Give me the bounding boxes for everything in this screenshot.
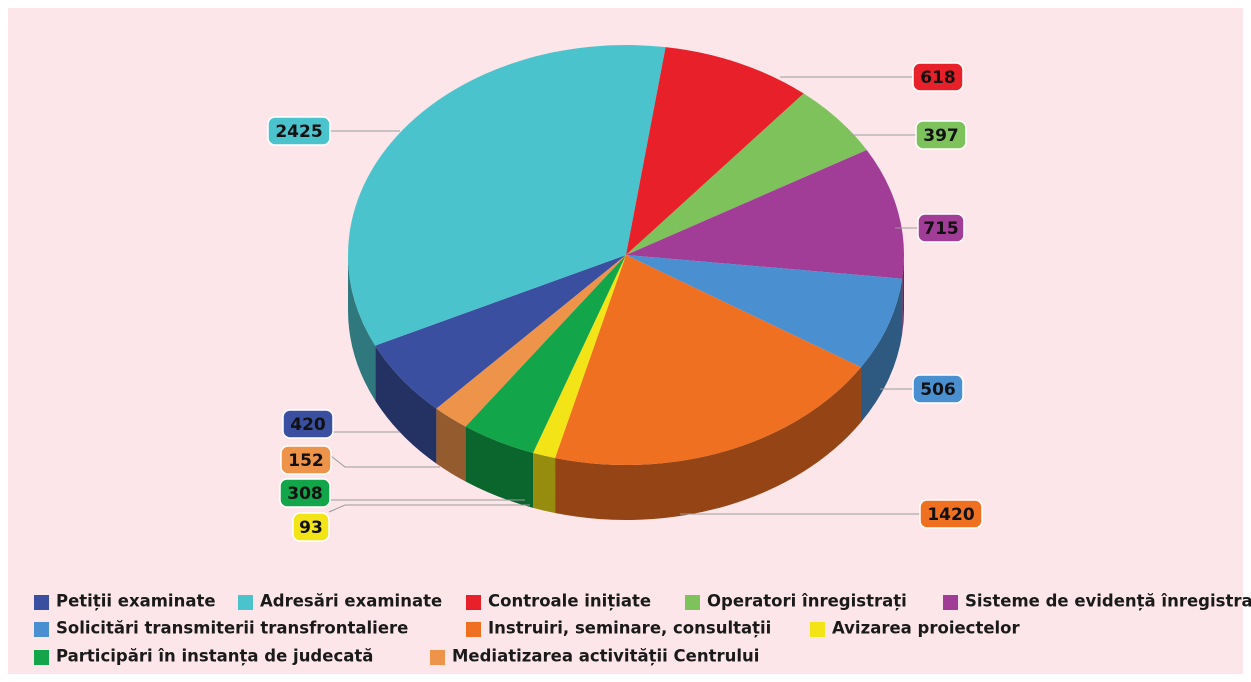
legend-label: Instruiri, seminare, consultații bbox=[488, 619, 771, 638]
slice bbox=[465, 255, 626, 453]
value-label-box bbox=[292, 512, 330, 542]
value-label-box bbox=[912, 62, 964, 92]
value-label-box bbox=[279, 478, 331, 508]
legend-label: Avizarea proiectelor bbox=[832, 619, 1021, 638]
value-label-box bbox=[912, 374, 964, 404]
slice-side bbox=[348, 255, 376, 401]
slice-side bbox=[902, 255, 904, 334]
legend-swatch bbox=[34, 650, 49, 665]
slice-side bbox=[860, 278, 903, 423]
slice bbox=[436, 255, 626, 427]
value-label: 2425 bbox=[275, 122, 322, 142]
value-label: 1420 bbox=[927, 505, 974, 525]
slice bbox=[375, 255, 626, 409]
legend-swatch bbox=[430, 650, 445, 665]
slice-side bbox=[375, 345, 437, 464]
slice bbox=[533, 255, 626, 459]
legend-label: Petiții examinate bbox=[56, 592, 216, 611]
slice bbox=[555, 255, 861, 466]
value-label: 506 bbox=[920, 380, 956, 400]
legend-label: Participări în instanța de judecată bbox=[56, 647, 373, 666]
leader-line bbox=[328, 504, 530, 513]
value-label-box bbox=[267, 116, 331, 146]
legend-swatch bbox=[685, 595, 700, 610]
value-label: 397 bbox=[923, 126, 959, 146]
value-label: 715 bbox=[923, 219, 959, 239]
value-label: 308 bbox=[287, 484, 323, 504]
legend-swatch bbox=[34, 622, 49, 637]
legend-swatch bbox=[238, 595, 253, 610]
legend-swatch bbox=[810, 622, 825, 637]
slice-side bbox=[555, 367, 861, 521]
value-label-box bbox=[919, 499, 983, 529]
leader-line bbox=[330, 455, 440, 468]
legend-swatch bbox=[466, 595, 481, 610]
legend-swatch bbox=[943, 595, 958, 610]
slice-side bbox=[436, 408, 466, 482]
legend-swatch bbox=[34, 595, 49, 610]
slice bbox=[626, 47, 804, 256]
value-label: 152 bbox=[288, 451, 324, 471]
slice bbox=[626, 93, 867, 255]
slice bbox=[626, 255, 903, 368]
legend-label: Mediatizarea activității Centrului bbox=[452, 647, 759, 666]
value-label-box bbox=[915, 120, 967, 150]
legend-label: Solicitări transmiterii transfrontaliere bbox=[56, 619, 408, 638]
value-label-box bbox=[280, 445, 332, 475]
legend-label: Adresări examinate bbox=[260, 592, 442, 611]
legend-label: Sisteme de evidență înregistrate bbox=[965, 592, 1251, 611]
legend-label: Operatori înregistrați bbox=[707, 592, 907, 611]
slice bbox=[347, 45, 666, 346]
slice bbox=[626, 149, 904, 279]
value-label-box bbox=[282, 409, 334, 439]
value-label: 618 bbox=[920, 68, 956, 88]
value-label-box bbox=[917, 213, 965, 243]
value-label: 420 bbox=[290, 415, 326, 435]
slice-side bbox=[465, 426, 534, 508]
value-label: 93 bbox=[299, 518, 323, 538]
slice-side bbox=[533, 452, 556, 514]
legend-swatch bbox=[466, 622, 481, 637]
legend-label: Controale inițiate bbox=[488, 592, 651, 611]
